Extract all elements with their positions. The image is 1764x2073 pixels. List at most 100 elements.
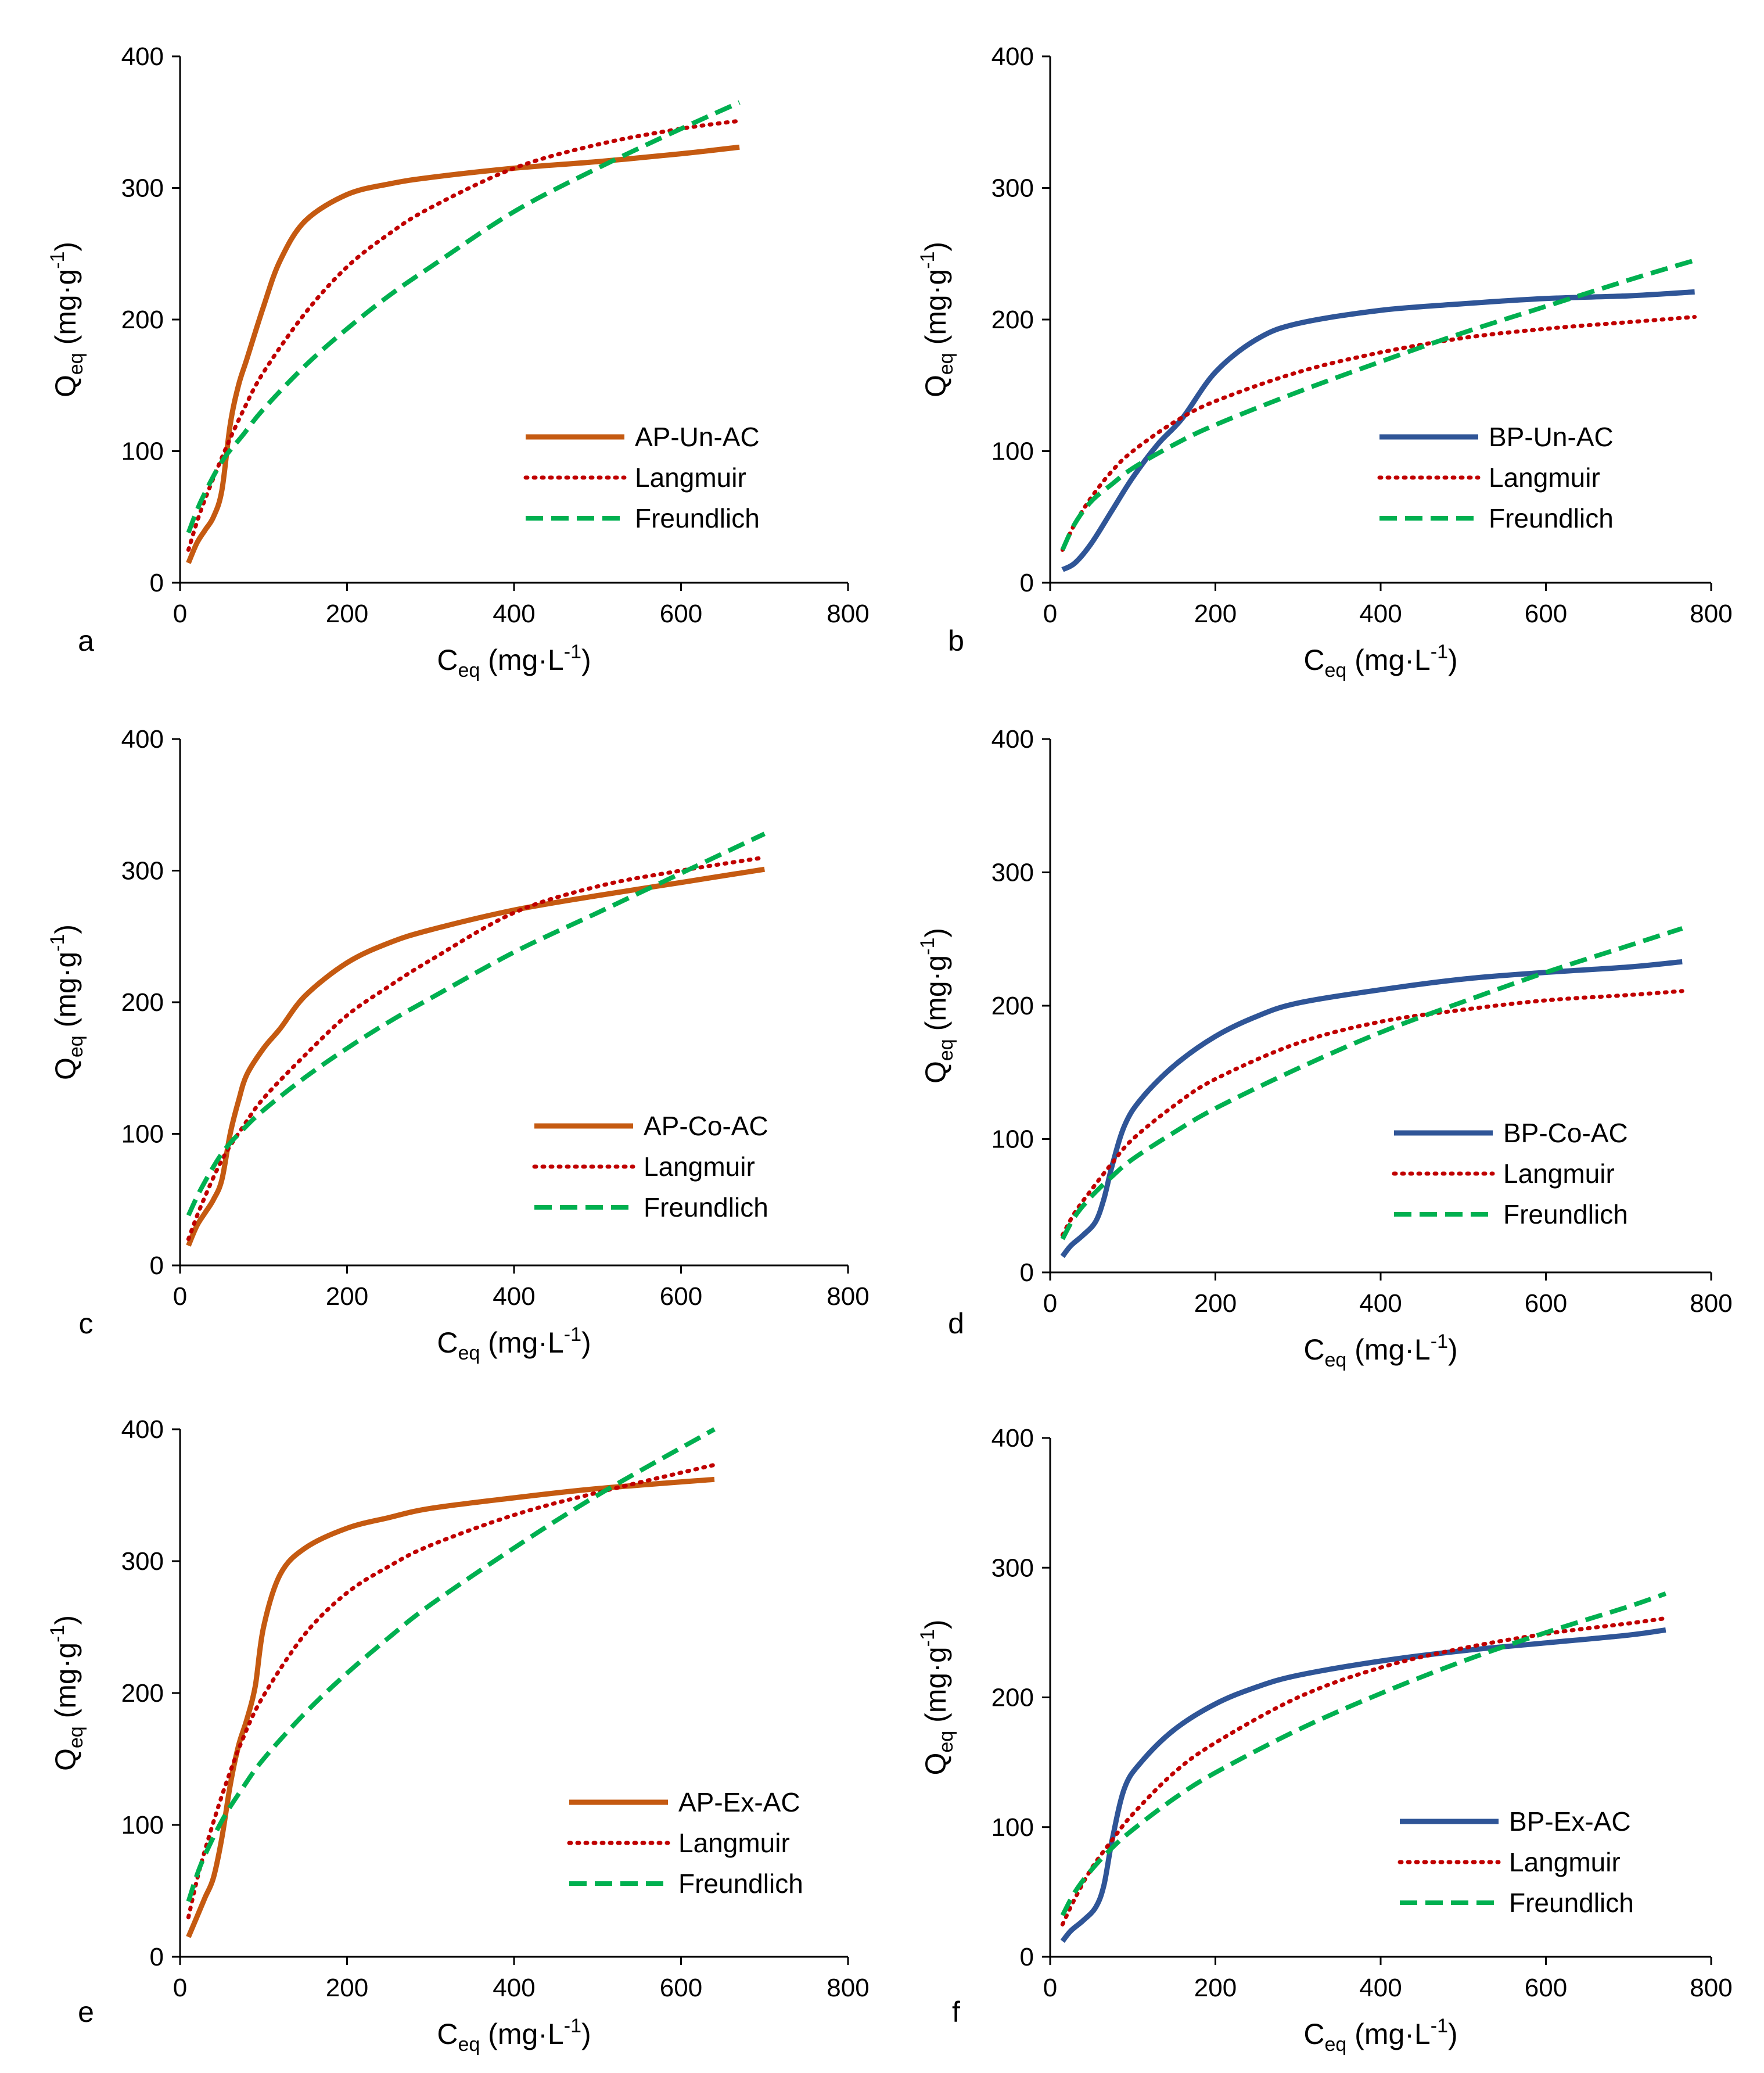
panel-letter: a (78, 625, 94, 657)
y-tick-label: 200 (121, 1679, 164, 1708)
legend-label: AP-Un-AC (635, 422, 760, 452)
y-tick-label: 200 (991, 1684, 1034, 1712)
series-line-ap-un-ac (186, 144, 740, 564)
y-tick-label: 100 (991, 1125, 1034, 1154)
y-tick-label: 200 (121, 306, 164, 334)
x-axis-title: Ceq (mg·L-1) (437, 1324, 591, 1364)
y-tick-label: 0 (150, 569, 164, 597)
x-tick-label: 800 (827, 1282, 869, 1311)
y-tick-label: 400 (991, 725, 1034, 754)
y-tick-label: 100 (121, 1811, 164, 1839)
x-tick-label: 800 (1690, 1974, 1732, 2002)
series-line-langmuir (1060, 315, 1697, 552)
x-tick-label: 600 (660, 600, 702, 628)
panel-e: 0 100 200 300 400 0 200 400 600 800 Ceq (mg·L-1) Qe… (46, 1415, 870, 2056)
y-tick-label: 200 (121, 988, 164, 1017)
legend-label: Langmuir (1489, 462, 1600, 493)
legend-label: Freundlich (635, 503, 760, 533)
legend: AP-Un-AC Langmuir Freundlich (523, 422, 760, 533)
legend-label: Langmuir (1503, 1159, 1615, 1189)
series-line-langmuir (186, 119, 742, 552)
x-tick-label: 0 (173, 1974, 187, 2002)
x-tick-label: 400 (493, 1974, 535, 2002)
x-tick-label: 200 (326, 1974, 368, 2002)
x-axis-title: Ceq (mg·L-1) (437, 641, 591, 682)
x-tick-label: 0 (1043, 1289, 1057, 1318)
series-line-freundlich (1060, 1591, 1667, 1917)
y-tick-label: 100 (121, 437, 164, 466)
series-line-freundlich (186, 100, 741, 534)
panel-c: 0 100 200 300 400 0 200 400 600 800 Ceq (mg·L-1) Qe… (46, 725, 870, 1364)
y-tick-label: 0 (150, 1943, 164, 1971)
panel-b: 0 100 200 300 400 0 200 400 600 800 Ceq (mg·L-1) Qe… (917, 42, 1733, 682)
panel-letter: e (78, 1996, 94, 2028)
panel-letter: d (948, 1307, 964, 1340)
y-tick-label: 0 (150, 1251, 164, 1280)
y-tick-label: 200 (991, 306, 1034, 334)
series-line-ap-ex-ac (186, 1476, 715, 1938)
legend-label: Freundlich (678, 1868, 803, 1899)
x-tick-label: 400 (1359, 600, 1402, 628)
y-axis-title: Qeq (mg·g-1) (46, 924, 87, 1080)
legend-label: Langmuir (1509, 1847, 1621, 1877)
legend-label: BP-Un-AC (1489, 422, 1614, 452)
y-tick-label: 400 (121, 42, 164, 71)
y-tick-label: 0 (1020, 1943, 1034, 1971)
legend: BP-Co-AC Langmuir Freundlich (1392, 1118, 1628, 1229)
x-tick-label: 600 (1525, 600, 1567, 628)
series-line-langmuir (1060, 989, 1684, 1238)
panel-letter: f (952, 1996, 960, 2028)
series-line-freundlich (186, 831, 766, 1217)
y-tick-label: 300 (991, 174, 1034, 203)
y-axis-title: Qeq (mg·g-1) (917, 928, 957, 1084)
x-tick-label: 0 (173, 600, 187, 628)
y-tick-label: 100 (991, 1813, 1034, 1842)
y-tick-label: 300 (991, 1554, 1034, 1582)
x-tick-label: 200 (326, 600, 368, 628)
legend-label: AP-Co-AC (644, 1111, 768, 1141)
x-axis-title: Ceq (mg·L-1) (1303, 1330, 1457, 1371)
series-line-bp-co-ac (1060, 959, 1683, 1258)
x-tick-label: 800 (827, 1974, 869, 2002)
legend: BP-Ex-AC Langmuir Freundlich (1397, 1806, 1634, 1918)
x-tick-label: 400 (1359, 1974, 1402, 2002)
panel-letter: c (79, 1307, 94, 1340)
legend-label: Freundlich (644, 1192, 768, 1222)
series-line-langmuir (186, 1462, 717, 1920)
legend-label: AP-Ex-AC (678, 1787, 800, 1817)
y-tick-label: 300 (121, 1547, 164, 1576)
x-tick-label: 0 (1043, 1974, 1057, 2002)
y-tick-label: 400 (121, 1415, 164, 1444)
y-tick-label: 400 (991, 1424, 1034, 1452)
x-tick-label: 200 (1194, 600, 1237, 628)
legend-label: Freundlich (1509, 1888, 1634, 1918)
y-axis-title: Qeq (mg·g-1) (46, 1615, 87, 1771)
x-tick-label: 200 (1194, 1289, 1237, 1318)
x-tick-label: 200 (1194, 1974, 1237, 2002)
series-line-freundlich (1060, 926, 1683, 1240)
legend-label: BP-Co-AC (1503, 1118, 1628, 1148)
y-tick-label: 300 (991, 859, 1034, 887)
y-tick-label: 300 (121, 174, 164, 203)
y-tick-label: 400 (991, 42, 1034, 71)
x-axis-title: Ceq (mg·L-1) (1303, 2015, 1457, 2056)
legend: BP-Un-AC Langmuir Freundlich (1377, 422, 1614, 533)
series-line-ap-co-ac (186, 866, 766, 1247)
y-tick-label: 200 (991, 992, 1034, 1020)
y-tick-label: 100 (991, 437, 1034, 466)
y-axis-title: Qeq (mg·g-1) (917, 242, 957, 397)
x-tick-label: 600 (1525, 1974, 1567, 2002)
y-tick-label: 0 (1020, 1258, 1034, 1287)
x-tick-label: 400 (493, 600, 535, 628)
x-tick-label: 400 (493, 1282, 535, 1311)
y-tick-label: 300 (121, 857, 164, 885)
legend-label: Langmuir (678, 1828, 790, 1858)
x-axis-title: Ceq (mg·L-1) (437, 2015, 591, 2056)
series-line-freundlich (1060, 258, 1695, 551)
x-tick-label: 0 (173, 1282, 187, 1311)
series-line-langmuir (186, 855, 767, 1242)
x-tick-label: 600 (660, 1974, 702, 2002)
panel-a: 0 100 200 300 400 0 200 400 600 800 Ceq (mg·L-1) Qe… (46, 42, 870, 682)
legend-label: Freundlich (1489, 503, 1614, 533)
legend: AP-Co-AC Langmuir Freundlich (532, 1111, 768, 1222)
